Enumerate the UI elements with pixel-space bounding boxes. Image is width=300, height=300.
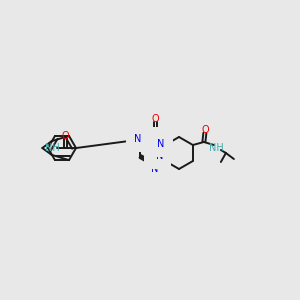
Text: O: O bbox=[61, 131, 69, 141]
Text: N: N bbox=[158, 139, 165, 149]
Text: O: O bbox=[151, 114, 159, 124]
Text: O: O bbox=[201, 125, 209, 135]
Text: N: N bbox=[134, 134, 141, 145]
Text: N: N bbox=[156, 151, 163, 161]
Text: S: S bbox=[156, 135, 163, 145]
Text: NH: NH bbox=[45, 143, 60, 153]
Text: NH: NH bbox=[208, 143, 223, 153]
Text: N: N bbox=[151, 164, 159, 174]
